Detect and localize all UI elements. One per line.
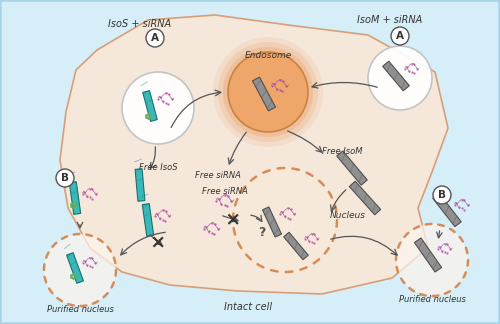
Bar	[142, 204, 154, 236]
Text: A: A	[151, 33, 159, 43]
Circle shape	[218, 42, 318, 142]
Text: ?: ?	[258, 226, 266, 238]
Bar	[414, 238, 442, 272]
Text: Free IsoS: Free IsoS	[138, 164, 177, 172]
Circle shape	[228, 52, 308, 132]
Circle shape	[146, 29, 164, 47]
Circle shape	[396, 224, 468, 296]
Bar	[252, 77, 276, 111]
Text: B: B	[61, 173, 69, 183]
Circle shape	[233, 168, 337, 272]
Text: Purified nucleus: Purified nucleus	[46, 306, 114, 315]
Bar	[350, 181, 380, 215]
Bar	[382, 61, 409, 91]
Text: A: A	[396, 31, 404, 41]
Bar	[262, 207, 281, 237]
Circle shape	[44, 234, 116, 306]
Text: Free siRNA: Free siRNA	[202, 188, 248, 196]
Polygon shape	[60, 15, 448, 294]
Circle shape	[433, 186, 451, 204]
Text: B: B	[438, 190, 446, 200]
Text: Intact cell: Intact cell	[224, 302, 272, 312]
Text: Purified nucleus: Purified nucleus	[398, 295, 466, 305]
Text: IsoS + siRNA: IsoS + siRNA	[108, 19, 172, 29]
Text: Endosome: Endosome	[244, 52, 292, 61]
Circle shape	[122, 72, 194, 144]
Text: IsoM + siRNA: IsoM + siRNA	[358, 15, 422, 25]
Circle shape	[223, 47, 313, 137]
Bar	[336, 151, 368, 185]
Bar	[142, 91, 158, 122]
Text: Free siRNA: Free siRNA	[195, 170, 241, 179]
Bar	[284, 232, 308, 260]
Text: Free IsoM: Free IsoM	[322, 147, 362, 156]
Circle shape	[56, 169, 74, 187]
Bar	[66, 253, 84, 283]
Text: Nucleus: Nucleus	[330, 211, 366, 219]
Bar	[135, 169, 145, 201]
Circle shape	[368, 46, 432, 110]
Circle shape	[391, 27, 409, 45]
Bar	[70, 182, 80, 214]
Bar	[433, 193, 461, 227]
Circle shape	[213, 37, 323, 147]
